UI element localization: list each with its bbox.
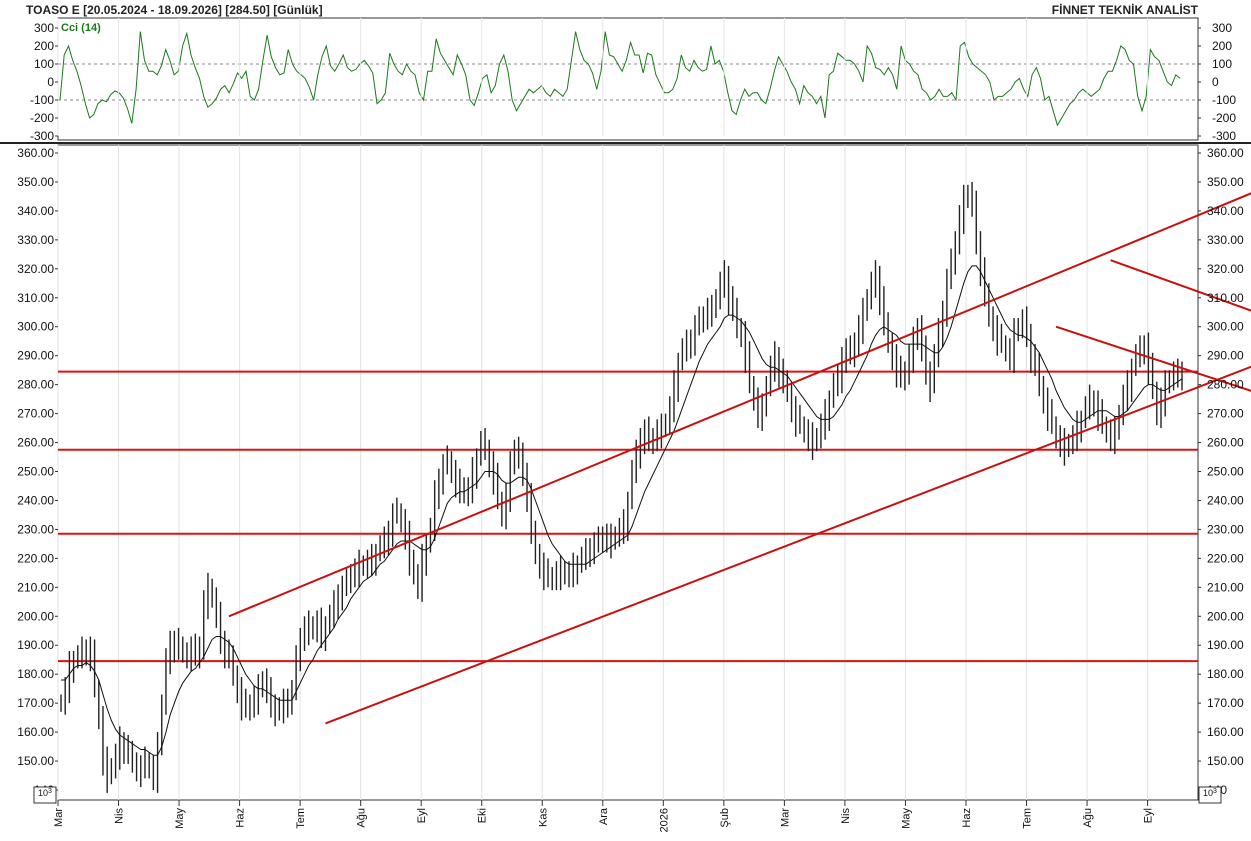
trendline [228, 192, 1251, 618]
price-ytick-left: 350.00 [17, 175, 54, 189]
price-ytick-right: 320.00 [1207, 262, 1244, 276]
x-tick-label: Ağu [1082, 808, 1094, 828]
price-ytick-left: 160.00 [17, 725, 54, 739]
cci-ytick-left: 0 [47, 75, 54, 89]
price-ytick-right: 150.00 [1207, 754, 1244, 768]
x-tick-label: Eki [477, 808, 489, 823]
x-tick-label: 2026 [658, 808, 670, 832]
x-tick-label: Tem [1022, 808, 1034, 829]
price-ytick-left: 200.00 [17, 609, 54, 623]
x-tick-label: Kas [537, 808, 549, 827]
moving-average-line [61, 265, 1183, 756]
price-ytick-left: 290.00 [17, 349, 54, 363]
price-ytick-left: 240.00 [17, 493, 54, 507]
cci-ytick-right: 300 [1212, 21, 1232, 35]
price-ytick-right: 290.00 [1207, 349, 1244, 363]
price-ytick-left: 360.00 [17, 146, 54, 160]
price-ytick-right: 160.00 [1207, 725, 1244, 739]
price-ytick-right: 360.00 [1207, 146, 1244, 160]
price-ytick-right: 270.00 [1207, 407, 1244, 421]
x-tick-label: Eyl [1143, 808, 1155, 823]
cci-ytick-right: 200 [1212, 39, 1232, 53]
price-ytick-left: 300.00 [17, 320, 54, 334]
cci-ytick-left: 100 [34, 57, 54, 71]
cci-title: Cci (14) [61, 22, 101, 34]
price-ytick-right: 250.00 [1207, 465, 1244, 479]
x-tick-label: Tem [295, 808, 307, 829]
price-ytick-left: 190.00 [17, 638, 54, 652]
cci-ytick-left: -200 [30, 111, 54, 125]
price-ytick-left: 170.00 [17, 696, 54, 710]
cci-ytick-right: -100 [1212, 93, 1236, 107]
scale-badge-label: 103 [38, 788, 52, 798]
trendline [325, 365, 1251, 725]
price-ytick-right: 310.00 [1207, 291, 1244, 305]
chart-header-left: TOASO E [20.05.2024 - 18.09.2026] [284.5… [26, 3, 323, 17]
scale-badge-exponent: 3 [1213, 788, 1217, 795]
price-ytick-left: 260.00 [17, 436, 54, 450]
price-ytick-left: 250.00 [17, 465, 54, 479]
price-ytick-right: 340.00 [1207, 204, 1244, 218]
x-tick-label: Haz [961, 808, 973, 828]
x-tick-label: Şub [719, 808, 731, 828]
price-ytick-right: 330.00 [1207, 233, 1244, 247]
scale-badge-right [1198, 786, 1222, 804]
trendline [1055, 325, 1251, 392]
cci-ytick-right: 100 [1212, 57, 1232, 71]
price-ytick-right: 230.00 [1207, 522, 1244, 536]
price-ytick-left: 310.00 [17, 291, 54, 305]
cci-ytick-left: -100 [30, 93, 54, 107]
panel-frames [0, 17, 1251, 801]
x-tick-label: Mar [779, 808, 791, 827]
cci-ytick-right: -300 [1212, 129, 1236, 143]
x-tick-label: Ara [598, 807, 610, 825]
price-ytick-left: 220.00 [17, 551, 54, 565]
cci-panel [57, 18, 1198, 136]
price-ytick-right: 170.00 [1207, 696, 1244, 710]
price-ytick-right: 210.00 [1207, 580, 1244, 594]
cci-ytick-left: -300 [30, 129, 54, 143]
cci-ytick-right: 0 [1212, 75, 1219, 89]
chart-header-right: FİNNET TEKNİK ANALİST [1052, 2, 1199, 17]
price-ytick-right: 180.00 [1207, 667, 1244, 681]
cci-ytick-left: 300 [34, 21, 54, 35]
x-tick-label: Ağu [356, 808, 368, 828]
x-tick-label: Mar [53, 808, 65, 827]
cci-ytick-left: 200 [34, 39, 54, 53]
price-ytick-left: 270.00 [17, 407, 54, 421]
x-tick-label: Haz [235, 808, 247, 828]
x-tick-label: Nis [840, 808, 852, 824]
x-tick-label: Eyl [416, 808, 428, 823]
scale-badge-label: 103 [1203, 788, 1217, 798]
price-ytick-left: 280.00 [17, 378, 54, 392]
price-panel [57, 145, 1251, 800]
axes: 300 300 200 200 100 100 0 0 -100 -100 -200 -200 -300… [17, 21, 1244, 832]
price-ytick-right: 200.00 [1207, 609, 1244, 623]
price-ytick-right: 220.00 [1207, 551, 1244, 565]
x-tick-label: May [174, 808, 186, 829]
x-tick-label: May [900, 808, 912, 829]
price-ytick-right: 300.00 [1207, 320, 1244, 334]
price-ytick-left: 180.00 [17, 667, 54, 681]
cci-line [59, 31, 1181, 127]
price-ytick-right: 260.00 [1207, 436, 1244, 450]
price-ytick-left: 210.00 [17, 580, 54, 594]
scale-badge-left [33, 786, 57, 804]
price-ytick-right: 350.00 [1207, 175, 1244, 189]
x-tick-label: Nis [114, 808, 126, 824]
price-ytick-right: 280.00 [1207, 378, 1244, 392]
price-ytick-right: 240.00 [1207, 493, 1244, 507]
scale-badge-exponent: 3 [48, 788, 52, 795]
price-ytick-left: 320.00 [17, 262, 54, 276]
trendline [1110, 259, 1251, 312]
price-ytick-left: 150.00 [17, 754, 54, 768]
price-ytick-right: 190.00 [1207, 638, 1244, 652]
cci-ytick-right: -200 [1212, 111, 1236, 125]
price-ytick-left: 330.00 [17, 233, 54, 247]
price-ytick-left: 230.00 [17, 522, 54, 536]
price-ytick-left: 340.00 [17, 204, 54, 218]
